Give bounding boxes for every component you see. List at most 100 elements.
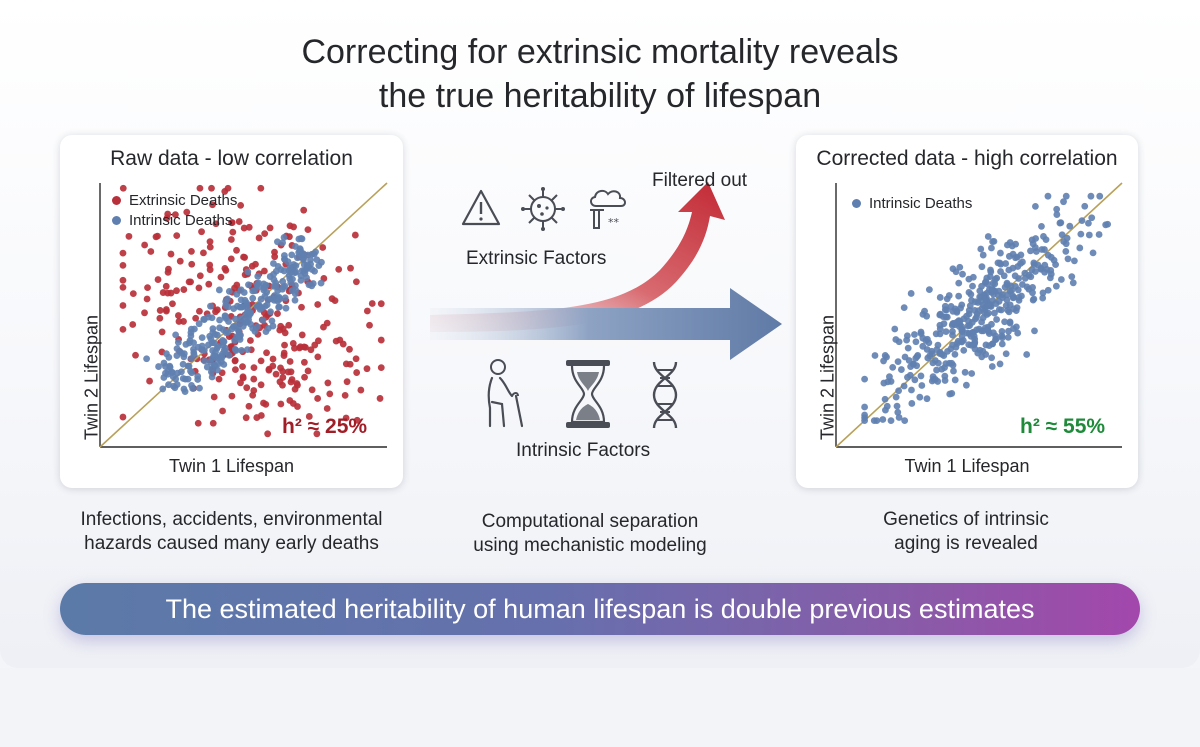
intrinsic-death-point [208,373,216,381]
extrinsic-death-point [314,395,322,402]
intrinsic-death-point [954,337,962,345]
intrinsic-death-point [1047,270,1055,278]
intrinsic-death-point [960,347,968,354]
title-line-2: the true heritability of lifespan [378,77,822,115]
extrinsic-death-point [298,303,305,311]
intrinsic-death-point [951,376,959,384]
intrinsic-death-point [1076,244,1084,252]
extrinsic-death-point [346,345,353,353]
intrinsic-death-point [1044,286,1052,294]
intrinsic-death-point [984,301,992,309]
intrinsic-dot-icon [112,215,121,225]
extrinsic-death-point [119,262,127,269]
intrinsic-death-point [991,309,998,317]
intrinsic-death-point [174,338,182,346]
intrinsic-death-point [968,297,975,304]
intrinsic-death-point [955,292,963,300]
extrinsic-death-point [343,378,351,386]
intrinsic-death-point [288,251,296,259]
intrinsic-death-point [238,346,245,354]
extrinsic-death-point [272,370,280,378]
extrinsic-death-point [352,278,360,286]
intrinsic-death-point [255,283,263,291]
intrinsic-death-point [274,263,282,270]
method-caption: Computational separation using mechanist… [440,510,740,558]
extrinsic-death-point [307,346,315,354]
intrinsic-death-point [190,351,198,359]
intrinsic-death-point [941,372,949,380]
intrinsic-death-point [1031,244,1039,251]
intrinsic-death-point [1039,289,1047,297]
intrinsic-death-point [989,297,997,304]
extrinsic-death-point [291,344,298,352]
intrinsic-death-point [912,354,920,362]
intrinsic-death-point [1087,192,1095,200]
extrinsic-death-point [376,395,384,402]
intrinsic-death-point [897,366,905,373]
extrinsic-death-point [257,412,265,419]
extrinsic-death-point [305,413,313,420]
intrinsic-death-point [1095,231,1103,238]
intrinsic-death-point [262,328,270,336]
intrinsic-death-point [969,282,976,290]
factory-pollution-icon: ** [590,189,626,229]
intrinsic-death-point [988,354,996,362]
intrinsic-death-point [958,301,966,309]
extrinsic-death-point [286,397,294,404]
intrinsic-death-point [973,326,981,334]
intrinsic-death-point [997,306,1005,314]
intrinsic-death-point [239,322,247,330]
intrinsic-death-point [188,381,195,389]
intrinsic-death-point [900,304,908,312]
intrinsic-death-point [907,363,915,371]
intrinsic-death-point [1014,329,1022,337]
intrinsic-death-point [228,325,236,333]
intrinsic-death-point [923,395,931,403]
extrinsic-death-point [249,391,257,399]
intrinsic-death-point [297,277,305,284]
extrinsic-death-point [335,265,343,273]
intrinsic-death-point [987,266,994,274]
intrinsic-death-point [930,375,938,383]
intrinsic-death-point [861,403,868,411]
intrinsic-death-point [936,321,944,329]
intrinsic-death-point [881,395,889,403]
intrinsic-death-point [923,312,931,320]
extrinsic-death-point [271,253,279,261]
extrinsic-death-point [224,184,232,192]
extrinsic-death-point [141,241,149,249]
intrinsic-death-point [955,279,963,287]
raw-heritability-value: h² ≈ 25% [282,415,368,438]
intrinsic-death-point [278,285,286,293]
extrinsic-death-point [208,184,215,192]
extrinsic-death-point [250,375,258,383]
extrinsic-death-point [266,224,274,232]
extrinsic-death-point [209,201,216,209]
intrinsic-death-point [251,287,258,295]
extrinsic-death-point [300,343,308,351]
intrinsic-death-point [996,360,1004,368]
extrinsic-death-point [284,368,292,376]
extrinsic-death-point [363,365,371,373]
raw-data-scatter-plot [99,182,388,448]
raw-x-axis-label: Twin 1 Lifespan [168,456,295,476]
intrinsic-death-point [1021,269,1029,277]
intrinsic-death-point [220,361,228,368]
intrinsic-death-point [207,302,214,310]
extrinsic-death-point [308,386,316,394]
intrinsic-death-point [165,353,173,361]
extrinsic-death-point [194,419,202,427]
extrinsic-death-point [277,322,285,330]
extrinsic-death-point [209,419,217,427]
extrinsic-death-point [171,211,179,219]
corrected-caption-line-1: Genetics of intrinsic [883,509,1049,530]
extrinsic-death-point [200,249,207,257]
extrinsic-death-point [215,375,223,383]
intrinsic-death-point [998,327,1006,335]
intrinsic-death-point [1068,273,1076,280]
intrinsic-death-point [988,244,995,252]
extrinsic-death-point [250,364,258,372]
extrinsic-death-point [243,384,251,392]
extrinsic-death-point [314,301,322,308]
extrinsic-death-point [185,278,193,286]
